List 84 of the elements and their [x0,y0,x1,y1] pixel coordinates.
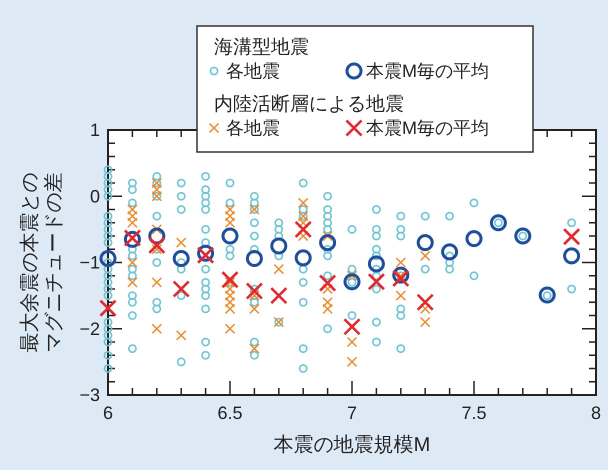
point [221,270,239,289]
point [224,204,236,215]
point [152,277,162,288]
point [172,280,190,298]
point [318,274,336,292]
y-tick-label: −3 [79,385,100,405]
point [274,264,284,274]
point [249,304,260,314]
point [127,277,138,288]
text: 内陸活断層による地震 [214,94,404,115]
point [224,324,236,334]
point [396,257,406,268]
point [322,297,333,308]
point [224,297,236,308]
point [222,228,238,244]
point [224,290,236,301]
point [392,270,410,288]
text: 最大余震の本震との [19,172,41,352]
point [346,336,358,348]
text: マグニチュードの差 [43,172,65,352]
point [346,270,358,281]
point [148,236,166,254]
legend-label: 各地震 [226,118,280,138]
point [127,218,138,228]
point [224,218,236,228]
point [344,273,360,290]
point [396,290,406,301]
y-tick-label: −2 [79,318,100,339]
point [172,250,190,268]
y-tick-label: 0 [90,186,100,206]
point [224,304,236,314]
point [127,257,138,268]
point [420,304,430,314]
point [322,284,333,294]
point [368,272,386,291]
y-tick-label: −1 [79,252,100,272]
legend-label: 本震M毎の平均 [366,61,489,81]
point [563,247,580,264]
point [224,284,236,294]
text: 海溝型地震 [214,37,309,58]
point [246,250,263,268]
point [294,220,312,238]
y-tick-label: 1 [90,120,100,140]
point [270,237,288,254]
point [562,228,580,246]
point [100,250,116,268]
point [322,230,333,242]
point [298,230,308,242]
x-axis-title: 本震の地震規模M [274,434,430,456]
legend-label: 各地震 [226,61,280,81]
point [416,234,434,252]
point [270,286,288,304]
point [420,250,430,262]
point [152,324,162,334]
x-tick-label: 6.5 [217,403,243,423]
x-tick-label: 6 [102,403,114,423]
point [319,234,336,252]
legend-label: 本震M毎の平均 [366,118,489,138]
point [176,237,186,248]
point [176,330,186,341]
point [420,316,430,328]
point [466,230,482,248]
point [127,210,138,222]
point [246,282,264,300]
point [490,214,507,232]
point [343,318,361,336]
x-tick-label: 7.5 [461,403,487,423]
point [99,299,117,318]
point [416,293,434,312]
point [441,243,458,260]
point [249,343,260,354]
point [346,356,358,368]
point [322,304,333,314]
point [298,198,308,208]
point [127,204,138,215]
point [514,228,532,244]
x-tick-label: 7 [346,403,358,423]
point [294,249,312,266]
point [224,210,236,222]
point [152,224,162,235]
point [538,286,556,304]
point [368,255,385,272]
x-tick-label: 8 [590,403,602,423]
point [152,184,162,195]
